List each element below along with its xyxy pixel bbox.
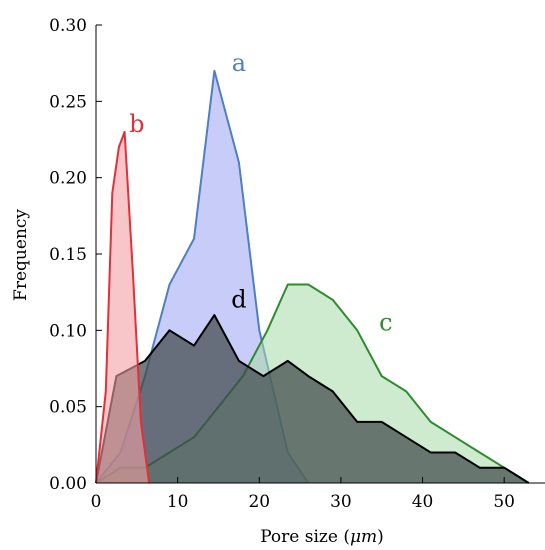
series-c-label: c [379, 308, 392, 336]
series-b-line [95, 130, 151, 484]
y-tick-label: 0.05 [49, 398, 87, 418]
x-tick-label: 0 [91, 492, 102, 512]
y-tick-label: 0.30 [49, 16, 87, 36]
x-tick-label: 40 [412, 492, 434, 512]
series-b-label: b [129, 110, 144, 138]
series-d-line [95, 314, 530, 484]
series-d-label: d [231, 285, 246, 313]
y-tick-label: 0.20 [49, 169, 87, 189]
x-tick-label: 50 [493, 492, 515, 512]
x-axis-label: Pore size (μm) [260, 527, 384, 547]
x-tick-label: 10 [167, 492, 189, 512]
y-axis-label: Frequency [11, 209, 31, 301]
series-b-area [96, 131, 150, 483]
axes: 0.00 0.05 0.10 0.15 0.20 0.25 0.30 0 10 20 30 40 50 [49, 16, 545, 512]
y-tick-label: 0.10 [49, 321, 87, 341]
y-tick-label: 0.00 [49, 474, 87, 494]
plot-area: a c d b [95, 49, 530, 484]
x-tick-label: 20 [248, 492, 270, 512]
series-a-label: a [232, 49, 246, 77]
series-d-area [96, 315, 529, 483]
x-tick-label: 30 [330, 492, 352, 512]
y-tick-label: 0.25 [49, 92, 87, 112]
y-tick-label: 0.15 [49, 245, 87, 265]
